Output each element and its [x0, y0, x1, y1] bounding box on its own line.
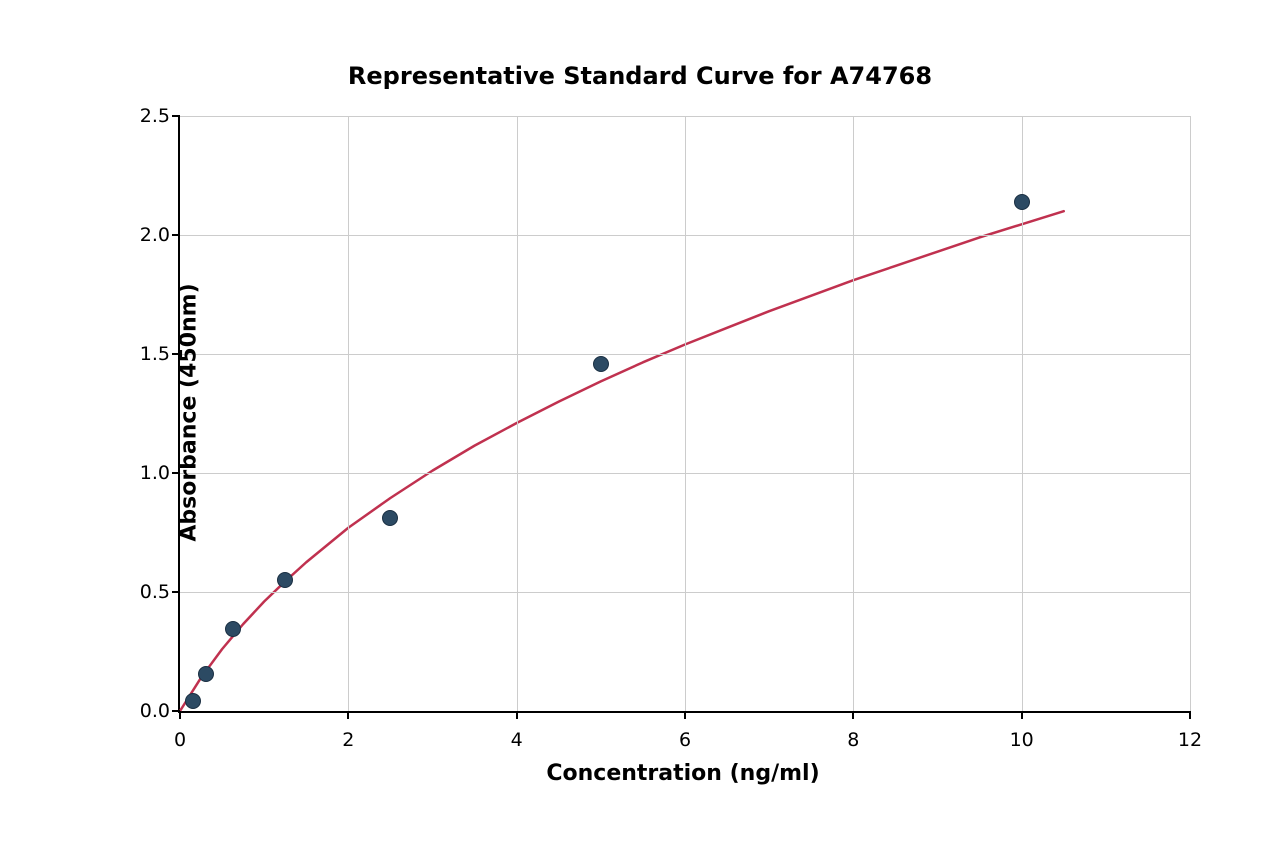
grid-line [180, 235, 1190, 236]
grid-line [180, 354, 1190, 355]
x-tick [1021, 711, 1023, 719]
y-tick [172, 234, 180, 236]
x-tick-label: 4 [511, 729, 523, 751]
y-tick-label: 1.5 [115, 343, 170, 365]
x-tick-label: 10 [1010, 729, 1034, 751]
y-tick [172, 591, 180, 593]
grid-line [517, 116, 518, 711]
grid-line [685, 116, 686, 711]
x-tick-label: 0 [174, 729, 186, 751]
scatter-point [382, 510, 398, 526]
x-tick-label: 2 [342, 729, 354, 751]
chart-container: Representative Standard Curve for A74768… [0, 0, 1280, 845]
plot-area: 0246810120.00.51.01.52.02.5 [178, 116, 1190, 713]
x-tick-label: 12 [1178, 729, 1202, 751]
grid-line [180, 592, 1190, 593]
y-tick-label: 0.0 [115, 700, 170, 722]
scatter-point [593, 356, 609, 372]
scatter-point [198, 666, 214, 682]
grid-line [1190, 116, 1191, 711]
grid-line [180, 116, 1190, 117]
x-tick [1189, 711, 1191, 719]
x-tick [684, 711, 686, 719]
grid-line [348, 116, 349, 711]
y-tick [172, 710, 180, 712]
y-tick [172, 115, 180, 117]
grid-line [180, 473, 1190, 474]
scatter-point [277, 572, 293, 588]
y-tick-label: 2.0 [115, 224, 170, 246]
x-tick [516, 711, 518, 719]
y-axis-label: Absorbance (450nm) [177, 283, 202, 541]
x-tick [347, 711, 349, 719]
scatter-point [185, 693, 201, 709]
x-tick-label: 8 [847, 729, 859, 751]
y-tick-label: 2.5 [115, 105, 170, 127]
x-tick [179, 711, 181, 719]
x-axis-label: Concentration (ng/ml) [178, 761, 1188, 786]
y-tick-label: 1.0 [115, 462, 170, 484]
scatter-point [225, 621, 241, 637]
x-tick [852, 711, 854, 719]
y-tick-label: 0.5 [115, 581, 170, 603]
x-tick-label: 6 [679, 729, 691, 751]
scatter-point [1014, 194, 1030, 210]
chart-title: Representative Standard Curve for A74768 [0, 62, 1280, 90]
grid-line [853, 116, 854, 711]
